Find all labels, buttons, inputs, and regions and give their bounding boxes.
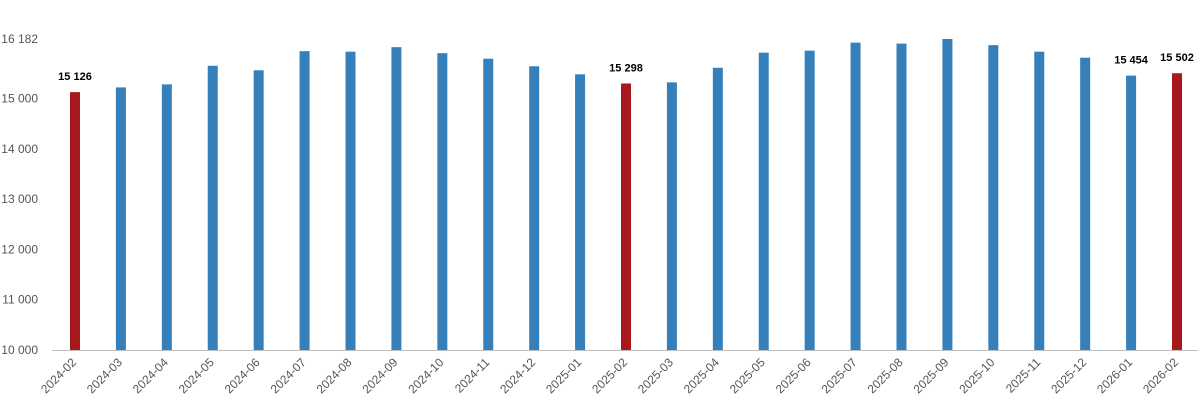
- data-label-2026-01: 15 454: [1114, 55, 1149, 67]
- bar-2025-05: [758, 52, 769, 351]
- x-tick-label-2025-04: 2025-04: [681, 355, 722, 396]
- bar-2025-01: [575, 74, 586, 350]
- y-tick-label: 15 000: [1, 91, 38, 105]
- x-tick-label-2024-11: 2024-11: [452, 355, 493, 396]
- bar-2025-06: [804, 50, 815, 351]
- x-tick-label-2026-01: 2026-01: [1094, 355, 1135, 396]
- bar-2025-02: [621, 83, 631, 350]
- bar-2025-10: [988, 45, 999, 350]
- y-tick-label: 14 000: [1, 142, 38, 156]
- x-tick-label-2025-11: 2025-11: [1003, 355, 1044, 396]
- bar-2024-06: [253, 70, 264, 350]
- y-tick-label: 12 000: [1, 242, 38, 256]
- x-tick-label-2024-12: 2024-12: [497, 355, 538, 396]
- bar-2024-05: [207, 65, 218, 350]
- bar-2024-11: [483, 58, 494, 350]
- bar-2025-03: [666, 82, 677, 351]
- data-label-2024-02: 15 126: [58, 71, 92, 83]
- bars-group: [70, 39, 1182, 351]
- bar-2025-07: [850, 42, 861, 351]
- bar-2025-12: [1080, 57, 1091, 351]
- x-tick-label-2024-02: 2024-02: [38, 355, 79, 396]
- x-tick-label-2025-02: 2025-02: [589, 355, 630, 396]
- data-label-2026-02: 15 502: [1160, 52, 1194, 64]
- bar-2025-08: [896, 43, 907, 350]
- bar-2024-03: [115, 87, 126, 351]
- x-axis-tick-labels: 2024-02 2024-03 2024-04 2024-05 2024-06 2024-…: [38, 355, 1181, 396]
- x-tick-label-2024-04: 2024-04: [130, 355, 171, 396]
- y-tick-label: 11 000: [2, 293, 38, 307]
- x-tick-label-2024-05: 2024-05: [176, 355, 217, 396]
- x-tick-label-2025-01: 2025-01: [543, 355, 584, 396]
- x-tick-label-2025-06: 2025-06: [773, 355, 814, 396]
- bar-2024-10: [437, 53, 448, 350]
- bar-2025-04: [712, 67, 723, 350]
- bar-2026-02: [1172, 73, 1182, 351]
- bar-2024-12: [529, 66, 540, 351]
- y-axis-tick-labels: 10 000 11 000 12 000 13 000 14 000 15 000 16 1…: [1, 32, 38, 357]
- x-tick-label-2025-12: 2025-12: [1048, 355, 1089, 396]
- x-tick-label-2024-06: 2024-06: [222, 355, 263, 396]
- x-tick-label-2025-08: 2025-08: [865, 355, 906, 396]
- x-tick-label-2024-08: 2024-08: [314, 355, 355, 396]
- y-tick-label: 10 000: [1, 343, 38, 357]
- x-tick-label-2024-07: 2024-07: [268, 355, 309, 396]
- bar-2025-09: [942, 39, 953, 350]
- x-tick-label-2025-03: 2025-03: [635, 355, 676, 396]
- x-tick-label-2025-07: 2025-07: [819, 355, 860, 396]
- bar-2025-11: [1034, 51, 1045, 351]
- x-tick-label-2025-10: 2025-10: [956, 355, 997, 396]
- y-tick-label: 13 000: [1, 192, 38, 206]
- data-label-2025-02: 15 298: [609, 62, 643, 74]
- bar-2024-04: [161, 84, 172, 350]
- x-tick-label-2024-03: 2024-03: [84, 355, 125, 396]
- x-tick-label-2025-09: 2025-09: [910, 355, 951, 396]
- y-tick-label: 16 182: [1, 32, 38, 46]
- x-tick-label-2024-10: 2024-10: [405, 355, 446, 396]
- bar-2024-02: [70, 92, 80, 351]
- bar-2024-09: [391, 47, 402, 351]
- bar-2024-07: [299, 51, 310, 351]
- x-tick-label-2025-05: 2025-05: [727, 355, 768, 396]
- x-tick-label-2024-09: 2024-09: [359, 355, 400, 396]
- bar-2024-08: [345, 51, 356, 351]
- x-tick-label-2026-02: 2026-02: [1140, 355, 1181, 396]
- bar-2026-01: [1126, 75, 1137, 351]
- data-labels-group: 15 126 15 298 15 454 15 502: [58, 52, 1194, 83]
